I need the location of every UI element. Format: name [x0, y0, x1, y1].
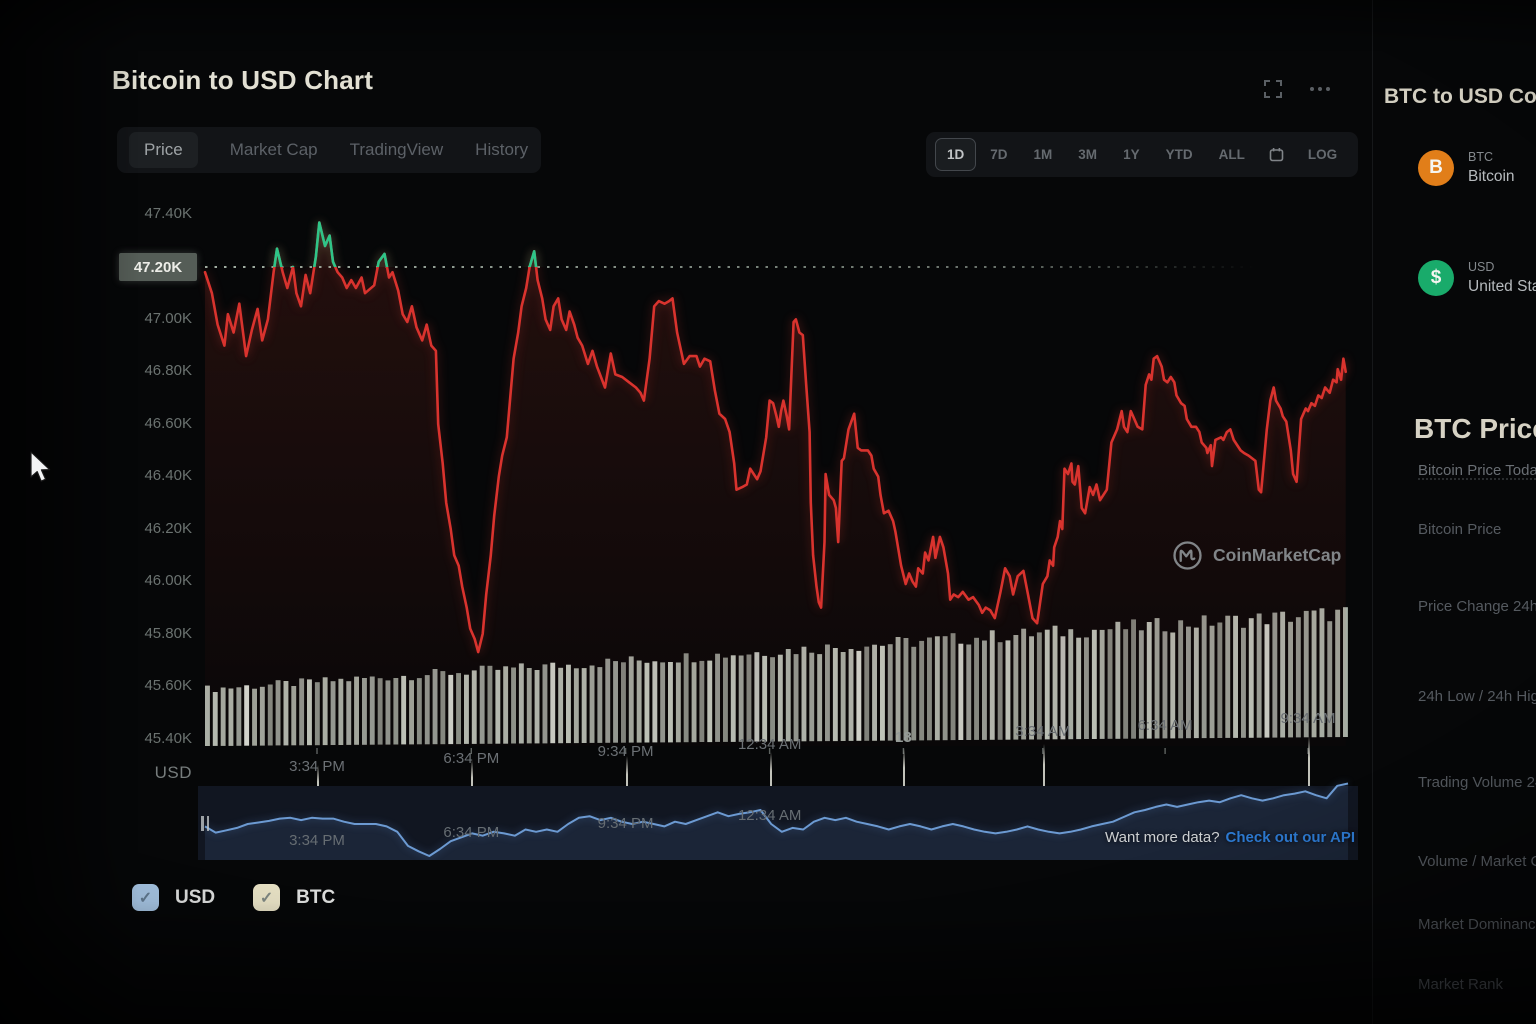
tab-market-cap[interactable]: Market Cap: [229, 140, 318, 159]
watermark: CoinMarketCap: [1172, 540, 1341, 571]
range-1m[interactable]: 1M: [1033, 147, 1053, 162]
tab-history[interactable]: History: [475, 140, 529, 159]
calendar-icon: [1269, 148, 1284, 162]
y-tick-label: 47.40K: [144, 205, 192, 222]
range-ytd[interactable]: YTD: [1165, 147, 1193, 162]
minimap-tick-label: 12:34 AM: [737, 807, 802, 825]
tab-price[interactable]: Price: [129, 132, 198, 168]
chart-legend: ✓ USD ✓ BTC: [132, 884, 335, 911]
y-tick-label: 47.00K: [144, 309, 192, 327]
btc-icon: B: [1418, 150, 1454, 186]
range-1d[interactable]: 1D: [935, 138, 977, 171]
more-options-icon[interactable]: [1310, 87, 1330, 91]
stat-row-volume-market-cap: Volume / Market Cap: [1418, 853, 1536, 870]
range-1y[interactable]: 1Y: [1123, 147, 1140, 162]
coin-text: BTC Bitcoin: [1468, 150, 1515, 186]
stat-row-24h-low-24h-high: 24h Low / 24h High: [1418, 688, 1536, 705]
range-all[interactable]: ALL: [1218, 147, 1245, 162]
coin-symbol: BTC: [1468, 150, 1493, 164]
minimap-drag-handle[interactable]: [201, 816, 209, 831]
price-area-fill: [205, 222, 1346, 746]
legend-label: BTC: [296, 886, 336, 908]
calendar-button[interactable]: [1259, 140, 1294, 169]
range-7d[interactable]: 7D: [990, 147, 1008, 162]
stat-row-market-rank: Market Rank: [1418, 976, 1504, 993]
minimap-tick-label: 6:34 PM: [443, 823, 500, 841]
x-tick-label: 3:34 AM: [1015, 722, 1071, 740]
range-3m[interactable]: 3M: [1078, 147, 1098, 162]
sidebar-divider: [1372, 0, 1373, 1024]
y-axis-unit: USD: [154, 763, 192, 782]
coin-symbol: USD: [1468, 260, 1495, 274]
coin-row-btc: B BTC Bitcoin: [1418, 150, 1515, 186]
legend-item-usd: ✓ USD: [132, 884, 215, 911]
coin-name: Bitcoin: [1468, 168, 1515, 185]
y-tick-label: 46.60K: [144, 414, 192, 432]
converter-title: BTC to USD Converter: [1384, 85, 1536, 109]
y-tick-label: 46.20K: [144, 519, 192, 537]
x-tick-label: 12:34 AM: [737, 735, 802, 753]
chart-toolbar-icons: [1264, 80, 1330, 98]
stat-row-price-change-24h: Price Change 24h: [1418, 598, 1536, 615]
y-tick-label: 46.80K: [144, 362, 192, 380]
coin-text: USD United States Dollar: [1468, 260, 1536, 296]
coin-name: United States Dollar: [1468, 278, 1536, 295]
minimap-tick-label: 3:34 PM: [289, 831, 345, 849]
stat-row-bitcoin-price: Bitcoin Price: [1418, 521, 1502, 538]
range-toolbar: 1D 7D 1M 3M 1Y YTD ALL LOG: [926, 132, 1359, 177]
api-promo: Want more data? Check out our API: [1000, 829, 1355, 846]
page-title: Bitcoin to USD Chart: [112, 65, 374, 96]
tab-tradingview[interactable]: TradingView: [349, 140, 444, 159]
watermark-text: CoinMarketCap: [1213, 545, 1342, 565]
minimap-tick-label: 9:34 PM: [597, 815, 654, 833]
api-promo-text: Want more data?: [1105, 829, 1220, 846]
x-tick-label: 6:34 AM: [1137, 716, 1193, 734]
stat-row-market-dominance: Market Dominance: [1418, 916, 1536, 933]
stats-section-header: Bitcoin Price Today: [1418, 462, 1536, 479]
y-tick-label: 46.00K: [144, 572, 192, 590]
coinmarketcap-logo-icon: [1173, 541, 1202, 570]
api-link[interactable]: Check out our API: [1225, 829, 1355, 846]
x-tick-label: 18: [895, 729, 912, 747]
x-tick-label: 9:34 AM: [1280, 709, 1336, 727]
y-tick-label: 46.40K: [144, 467, 192, 485]
y-tick-label: 45.80K: [144, 624, 192, 642]
mouse-cursor-icon: [30, 451, 51, 482]
coin-row-usd: $ USD United States Dollar: [1418, 260, 1536, 296]
chart-tabs: Price Market Cap TradingView History: [117, 127, 541, 173]
checkbox-usd[interactable]: ✓: [132, 884, 159, 911]
stats-title: BTC Price Statistics: [1414, 413, 1536, 445]
range-log[interactable]: LOG: [1307, 147, 1338, 162]
prev-close-price-label: 47.20K: [119, 253, 197, 281]
y-tick-label: 45.40K: [144, 729, 192, 747]
stat-row-trading-volume-24h: Trading Volume 24h: [1418, 774, 1536, 791]
y-tick-label: 45.60K: [144, 677, 192, 695]
usd-icon: $: [1418, 260, 1454, 296]
price-chart-canvas[interactable]: [198, 195, 1358, 755]
fullscreen-icon[interactable]: [1264, 80, 1282, 98]
checkbox-btc[interactable]: ✓: [253, 884, 281, 911]
legend-item-btc: ✓ BTC: [253, 884, 335, 911]
legend-label: USD: [175, 886, 216, 908]
